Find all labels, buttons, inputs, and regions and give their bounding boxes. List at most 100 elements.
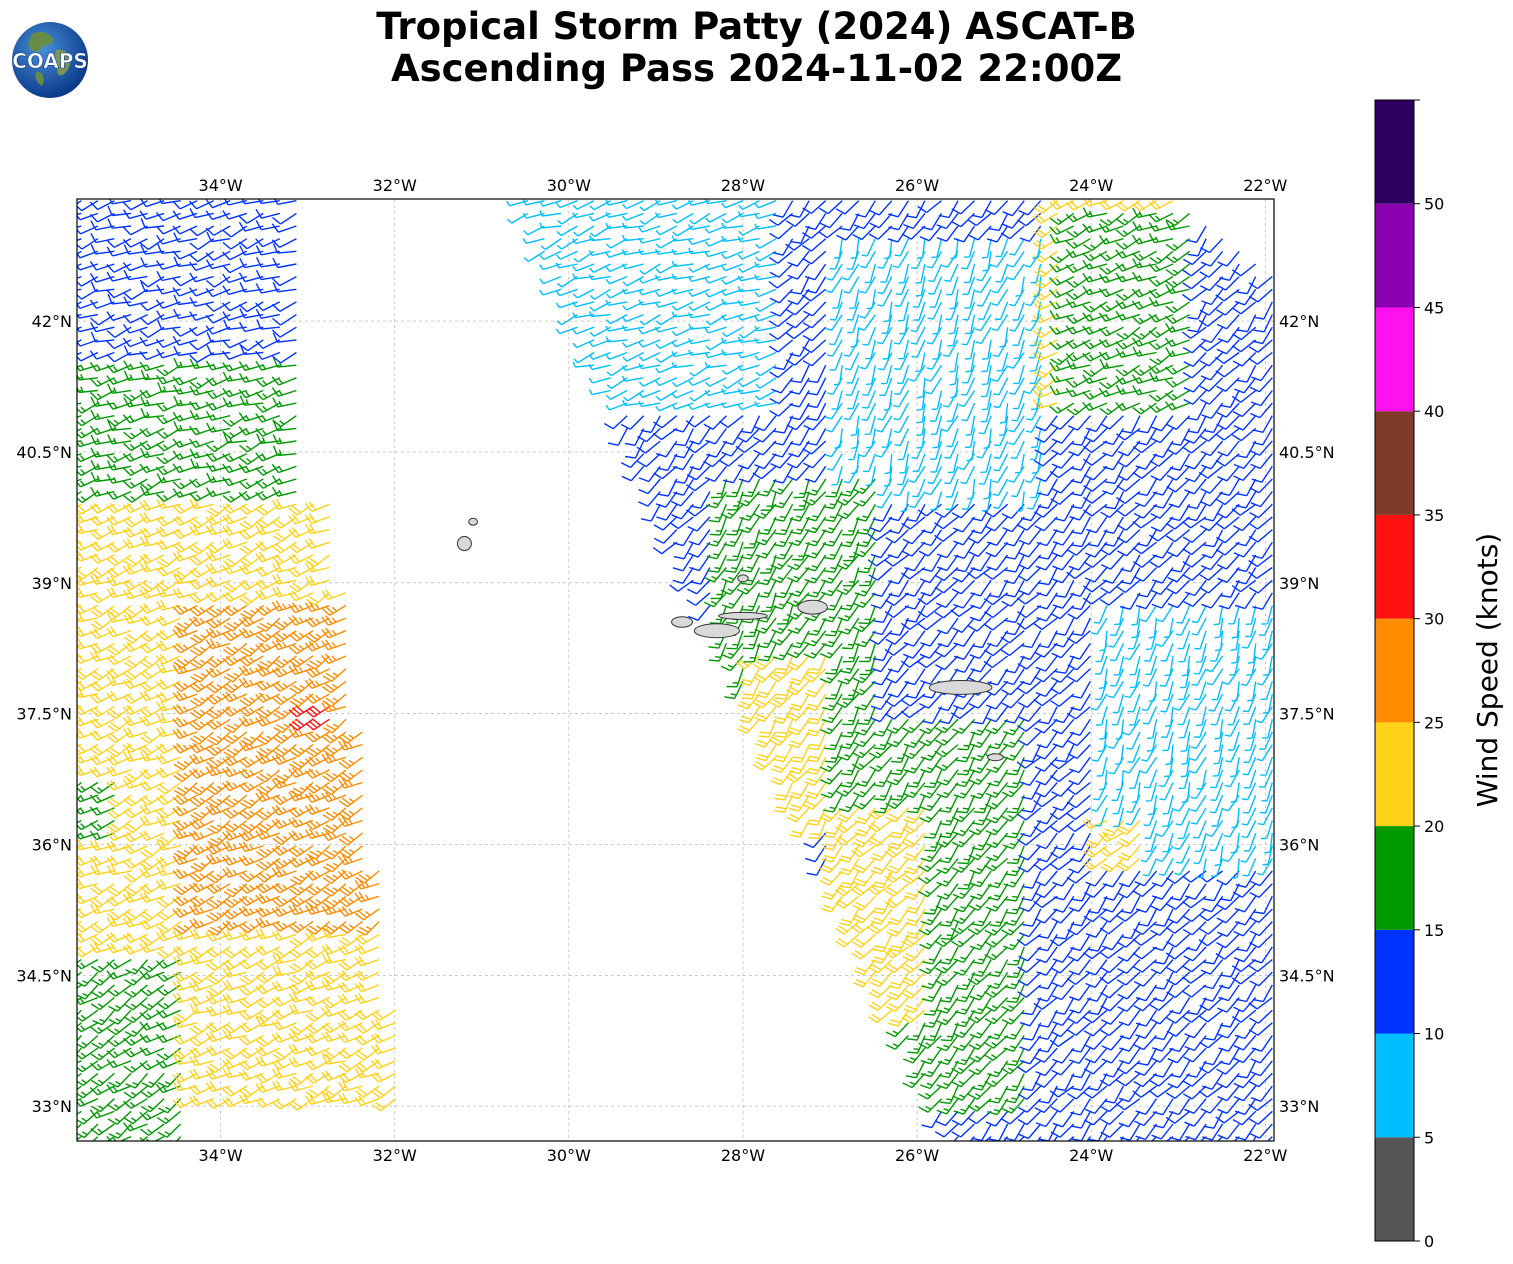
wind-barb: [887, 1009, 909, 1027]
wind-barb: [785, 769, 810, 783]
wind-barb: [354, 943, 380, 955]
wind-barb: [688, 541, 711, 558]
wind-barb: [354, 993, 380, 1005]
wind-barb: [807, 364, 827, 384]
wind-barb: [1213, 605, 1224, 626]
wind-barb: [1067, 1009, 1091, 1025]
wind-barb: [354, 1034, 380, 1046]
wind-barb: [1165, 529, 1191, 543]
wind-barb: [1066, 402, 1091, 416]
wind-barb: [288, 630, 314, 642]
wind-barb: [272, 357, 297, 368]
wind-barb: [982, 339, 992, 360]
wind-barb: [769, 402, 794, 417]
wind-barb: [1213, 731, 1224, 753]
wind-barb: [1243, 744, 1257, 764]
wind-barb: [77, 275, 82, 279]
wind-barb: [172, 335, 198, 346]
wind-barb: [754, 529, 777, 546]
wind-barb: [322, 870, 347, 884]
wind-barb: [738, 200, 760, 211]
wind-barb: [807, 731, 827, 751]
wind-barb: [803, 453, 827, 469]
wind-barb: [897, 440, 910, 461]
wind-barb: [753, 693, 777, 709]
wind-barb: [172, 945, 198, 957]
wind-barb: [1052, 1110, 1075, 1128]
wind-barb: [1169, 883, 1191, 901]
wind-barb: [1175, 617, 1191, 636]
wind-barb: [189, 971, 215, 985]
wind-barb: [873, 895, 893, 915]
wind-barb: [872, 718, 893, 737]
wind-barb: [304, 1032, 330, 1044]
wind-barb: [77, 312, 99, 319]
wind-barb: [90, 604, 115, 618]
wind-barb: [238, 478, 264, 490]
wind-barb: [1252, 984, 1273, 1003]
wind-barb: [984, 946, 1009, 961]
wind-barb: [90, 781, 115, 794]
wind-barb: [1253, 314, 1273, 333]
wind-barb: [940, 1022, 959, 1042]
wind-barb: [807, 655, 827, 675]
wind-barb: [172, 541, 198, 553]
wind-barb: [983, 566, 1009, 580]
wind-barb: [1182, 250, 1207, 266]
wind-barb: [920, 1047, 943, 1065]
wind-barb: [206, 655, 231, 668]
wind-barb: [572, 301, 595, 308]
wind-barb: [172, 992, 198, 1004]
wind-barb: [172, 868, 198, 880]
wind-barb: [1123, 756, 1141, 774]
wind-barb: [1049, 225, 1075, 235]
wind-barb: [1115, 744, 1125, 765]
wind-barb: [77, 653, 99, 664]
wind-barb: [773, 415, 794, 434]
wind-barb: [189, 272, 214, 283]
colorbar-label: Wind Speed (knots): [1471, 533, 1504, 807]
wind-barb: [77, 996, 99, 1006]
wind-barb: [894, 288, 910, 308]
wind-barb: [920, 908, 943, 926]
wind-barb: [206, 870, 231, 884]
wind-barb: [906, 769, 926, 788]
wind-barb: [122, 337, 148, 348]
wind-barb: [1035, 1060, 1058, 1077]
wind-barb: [1034, 427, 1058, 443]
wind-barb: [950, 604, 975, 617]
wind-barb: [773, 744, 794, 763]
wind-barb: [868, 832, 893, 847]
wind-barb: [904, 756, 926, 774]
wind-barb: [1219, 1047, 1240, 1066]
wind-barb: [876, 326, 893, 345]
wind-barb: [870, 908, 893, 925]
wind-barb: [985, 693, 1009, 710]
wind-barb: [1100, 1123, 1124, 1138]
wind-barb: [1116, 1072, 1141, 1087]
wind-barb: [205, 410, 231, 421]
wind-barb: [951, 857, 976, 874]
wind-barb: [1132, 271, 1157, 282]
wind-barb: [1065, 298, 1091, 309]
wind-barb: [1189, 756, 1207, 774]
wind-barb: [884, 870, 909, 883]
wind-barb: [724, 554, 744, 573]
wind-barb: [802, 668, 827, 683]
wind-barb: [106, 1058, 132, 1069]
wind-barb: [77, 642, 82, 648]
wind-barb: [704, 361, 727, 369]
wind-barb: [1218, 592, 1240, 610]
azores-islands: [456, 517, 1004, 762]
wind-barb: [123, 996, 148, 1011]
wind-barb: [1065, 313, 1091, 325]
lon-tick-label: 24°W: [1069, 176, 1113, 195]
wind-barb: [255, 301, 281, 312]
wind-barb: [985, 807, 1009, 824]
wind-barb: [956, 756, 976, 776]
wind-barb: [1248, 1022, 1273, 1036]
wind-barb: [853, 857, 876, 874]
wind-barb: [1156, 820, 1174, 838]
wind-barb: [622, 339, 644, 348]
wind-barb: [1118, 1009, 1141, 1027]
